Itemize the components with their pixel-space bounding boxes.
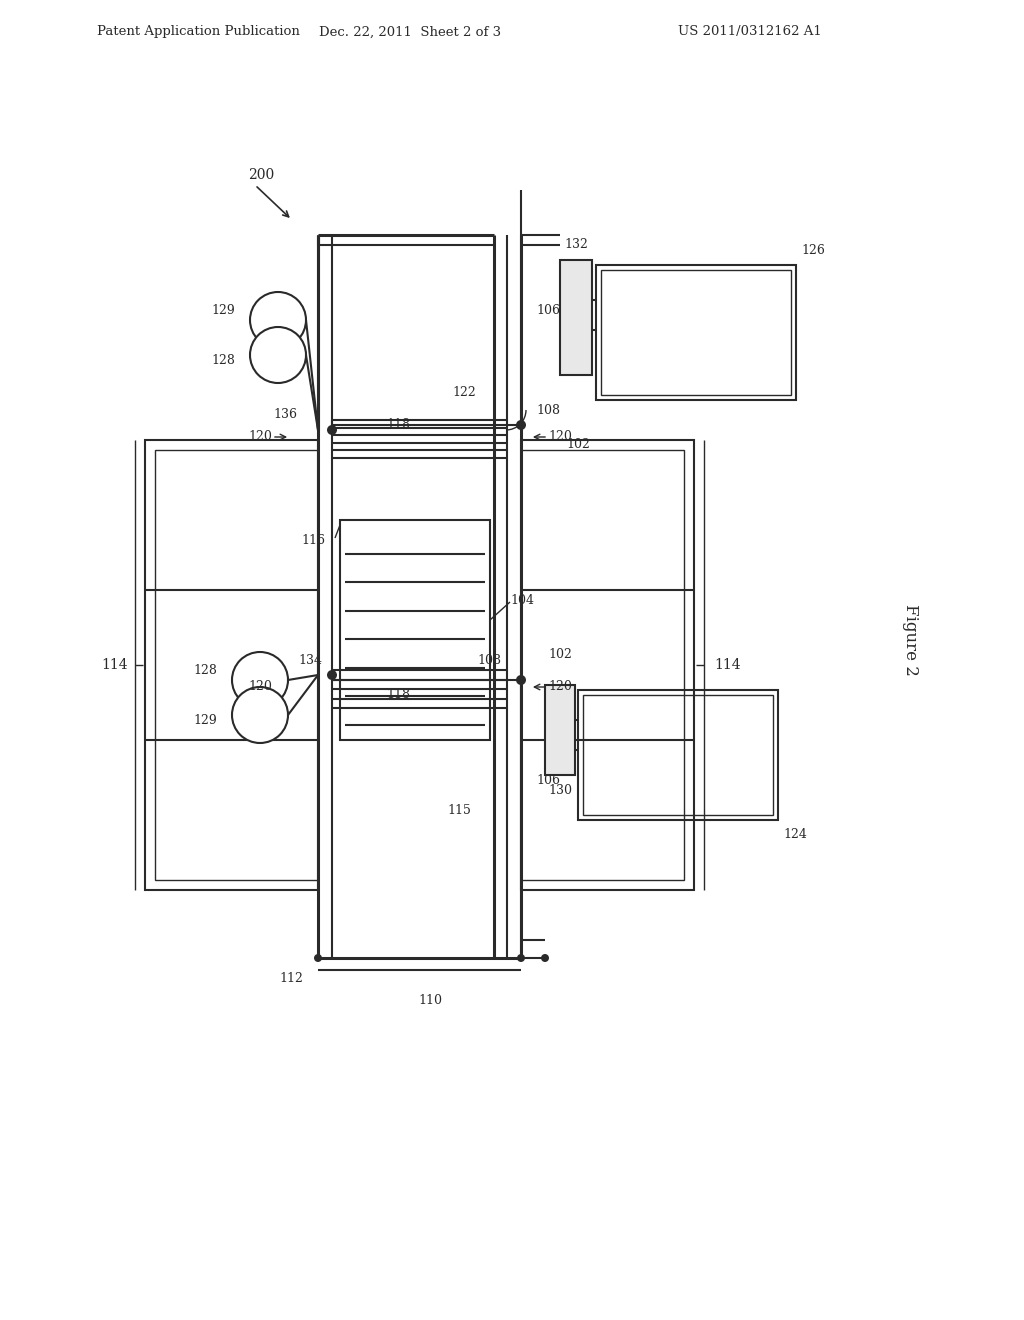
Bar	[583, 696, 773, 814]
Text: 116: 116	[301, 533, 325, 546]
Bar	[560, 260, 592, 375]
Circle shape	[250, 292, 306, 348]
Text: Figure 2: Figure 2	[901, 605, 919, 676]
Circle shape	[314, 954, 322, 962]
Text: 106: 106	[536, 304, 560, 317]
Bar	[601, 271, 791, 395]
Text: 108: 108	[536, 404, 560, 417]
Circle shape	[327, 671, 337, 680]
Circle shape	[250, 327, 306, 383]
Text: 122: 122	[453, 385, 476, 399]
Text: 108: 108	[477, 653, 501, 667]
Text: 200: 200	[248, 168, 274, 182]
Bar	[521, 450, 684, 880]
Bar	[145, 440, 318, 890]
Circle shape	[516, 675, 526, 685]
Text: 134: 134	[298, 653, 322, 667]
Text: 120: 120	[548, 681, 571, 693]
Text: 104: 104	[510, 594, 534, 606]
Circle shape	[517, 954, 525, 962]
Bar	[340, 520, 490, 741]
Text: 102: 102	[548, 648, 571, 661]
Circle shape	[232, 652, 288, 708]
Text: US 2011/0312162 A1: US 2011/0312162 A1	[678, 25, 822, 38]
Text: 114: 114	[714, 657, 740, 672]
Text: 124: 124	[783, 829, 807, 842]
Circle shape	[232, 686, 288, 743]
Text: 120: 120	[548, 430, 571, 444]
Circle shape	[327, 425, 337, 436]
Text: 130: 130	[548, 784, 572, 796]
Circle shape	[516, 420, 526, 430]
Text: 114: 114	[101, 657, 128, 672]
Text: 120: 120	[248, 681, 272, 693]
Text: 118: 118	[386, 689, 410, 701]
Text: 129: 129	[211, 304, 234, 317]
Circle shape	[541, 954, 549, 962]
Text: 102: 102	[566, 438, 590, 451]
Text: 106: 106	[536, 774, 560, 787]
Text: 128: 128	[194, 664, 217, 676]
Bar	[155, 450, 318, 880]
Text: Dec. 22, 2011  Sheet 2 of 3: Dec. 22, 2011 Sheet 2 of 3	[318, 25, 501, 38]
Bar	[578, 690, 778, 820]
Text: 132: 132	[564, 239, 588, 252]
Text: 115: 115	[447, 804, 471, 817]
Text: 128: 128	[211, 354, 234, 367]
Text: 112: 112	[280, 972, 303, 985]
Text: 118: 118	[386, 418, 410, 432]
Bar	[521, 440, 694, 890]
Text: 136: 136	[273, 408, 297, 421]
Text: 120: 120	[248, 430, 272, 444]
Text: 129: 129	[194, 714, 217, 726]
Text: Patent Application Publication: Patent Application Publication	[97, 25, 300, 38]
Bar	[545, 685, 575, 775]
Bar	[596, 265, 796, 400]
Text: 110: 110	[418, 994, 442, 1006]
Text: 126: 126	[801, 243, 825, 256]
